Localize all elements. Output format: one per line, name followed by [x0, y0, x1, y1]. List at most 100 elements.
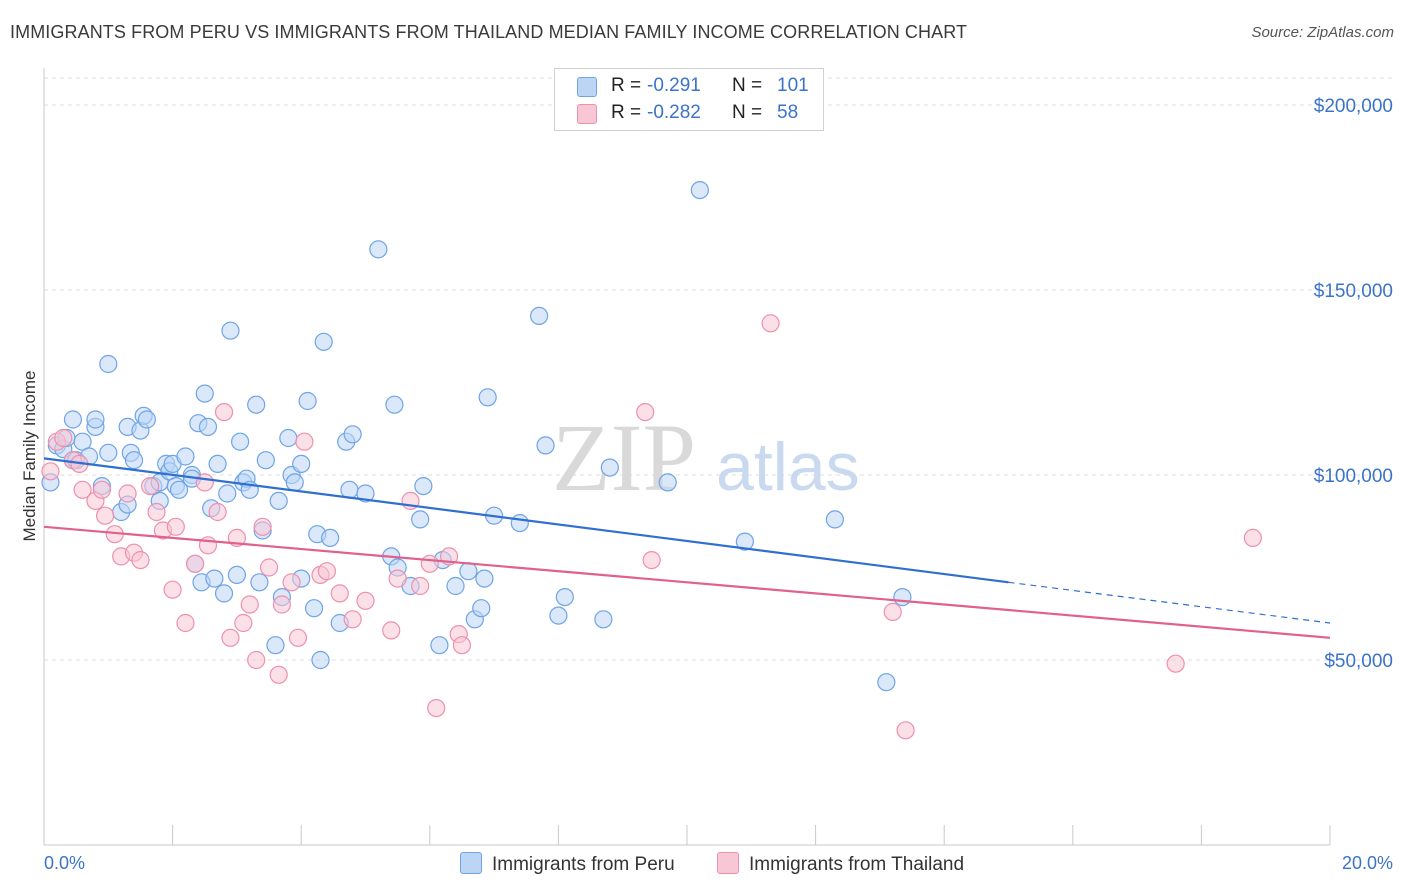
- peru-point: [658, 473, 677, 492]
- thailand-point: [343, 610, 362, 629]
- thailand-point: [356, 591, 375, 610]
- peru-point: [124, 451, 144, 470]
- peru-point: [600, 458, 619, 477]
- thailand-point: [883, 602, 902, 622]
- thailand-point: [295, 432, 314, 451]
- thailand-point: [131, 550, 150, 570]
- legend-n-label: N =: [732, 75, 763, 96]
- peru-point: [169, 480, 189, 499]
- thailand-point: [176, 613, 195, 633]
- thailand-point: [330, 584, 349, 603]
- peru-point: [385, 395, 404, 414]
- thailand-point: [896, 721, 915, 740]
- peru-point: [176, 447, 195, 466]
- peru-point: [63, 410, 83, 429]
- thailand-point: [382, 621, 401, 640]
- peru-point: [214, 584, 234, 603]
- legend-n-label: N =: [732, 102, 763, 123]
- peru-point: [99, 354, 118, 374]
- peru-point: [549, 606, 568, 625]
- thailand-point: [288, 628, 308, 647]
- thailand-point: [240, 595, 259, 614]
- peru-point: [530, 306, 549, 325]
- thailand-point: [1166, 654, 1185, 673]
- thailand-point: [214, 403, 234, 422]
- peru-point: [735, 532, 754, 551]
- legend-r-label: R =: [611, 75, 642, 96]
- peru-point: [227, 565, 246, 585]
- thailand-point: [247, 650, 266, 670]
- peru-point: [343, 425, 362, 444]
- peru-point: [321, 528, 340, 548]
- peru-point: [292, 454, 311, 473]
- y-tick-labels: $50,000 $100,000 $150,000 $200,000: [1314, 96, 1393, 672]
- series-thailand-points: [41, 314, 1262, 740]
- bottom-legend-swatch-thailand: [717, 852, 739, 874]
- chart-title: IMMIGRANTS FROM PERU VS IMMIGRANTS FROM …: [10, 22, 968, 42]
- peru-point: [269, 491, 288, 510]
- peru-point: [137, 410, 156, 429]
- thailand-point: [642, 550, 661, 570]
- legend-r-value: -0.291: [647, 75, 701, 96]
- peru-point: [304, 599, 324, 618]
- legend-r-value: -0.282: [647, 102, 701, 123]
- peru-trend-line: [43, 457, 1009, 584]
- thailand-point: [95, 506, 115, 525]
- thailand-point: [54, 428, 73, 448]
- x-tick-labels: 0.0% 20.0%: [44, 853, 1393, 873]
- legend-n-value: 58: [777, 102, 799, 123]
- thailand-point: [163, 580, 182, 599]
- peru-point: [311, 650, 330, 670]
- thailand-point: [253, 517, 272, 536]
- source-label: Source: ZipAtlas.com: [1251, 24, 1394, 41]
- peru-point: [893, 587, 912, 607]
- thailand-point: [166, 517, 185, 536]
- peru-trend-extension: [1008, 581, 1331, 624]
- peru-point: [195, 384, 214, 403]
- legend-swatch-thailand: [577, 104, 597, 124]
- peru-point: [472, 599, 491, 618]
- peru-point: [414, 477, 433, 496]
- peru-point: [198, 417, 218, 436]
- thailand-point: [761, 314, 780, 333]
- peru-point: [690, 181, 709, 200]
- peru-point: [459, 562, 478, 581]
- thailand-point: [118, 484, 137, 503]
- trend-lines: [43, 457, 1331, 639]
- peru-point: [369, 240, 388, 259]
- thailand-point: [282, 573, 301, 592]
- peru-point: [536, 436, 555, 455]
- peru-point: [475, 569, 494, 588]
- thailand-trend-line: [43, 525, 1331, 639]
- y-tick-label: $150,000: [1314, 281, 1393, 302]
- bottom-legend-peru: Immigrants from Peru: [460, 852, 675, 876]
- y-axis-label: Median Family Income: [20, 370, 39, 541]
- bottom-legend-swatch-peru: [460, 852, 482, 874]
- peru-point: [594, 610, 613, 629]
- thailand-point: [1243, 528, 1262, 548]
- thailand-point: [272, 595, 292, 614]
- peru-point: [205, 569, 224, 588]
- peru-point: [99, 443, 118, 462]
- thailand-point: [208, 502, 227, 522]
- peru-point: [825, 510, 844, 529]
- thailand-point: [388, 569, 407, 588]
- peru-point: [256, 451, 275, 470]
- axes: [43, 68, 1331, 846]
- thailand-point: [259, 558, 279, 577]
- legend-n-value: 101: [777, 75, 809, 96]
- stats-legend: R = -0.291 N = 101 R = -0.282 N = 58: [554, 68, 824, 131]
- y-tick-label: $200,000: [1314, 96, 1393, 117]
- watermark-zip: ZIP: [552, 404, 696, 511]
- peru-point: [218, 484, 237, 503]
- watermark-atlas: atlas: [716, 429, 860, 505]
- y-tick-label: $50,000: [1324, 651, 1393, 672]
- bottom-legend-label-thailand: Immigrants from Thailand: [749, 854, 965, 875]
- gridlines: [44, 77, 1395, 661]
- thailand-point: [269, 665, 288, 684]
- thailand-point: [195, 473, 214, 492]
- thailand-point: [147, 502, 166, 522]
- peru-point: [279, 428, 298, 448]
- bottom-legend-label-peru: Immigrants from Peru: [492, 854, 675, 875]
- thailand-point: [73, 480, 92, 499]
